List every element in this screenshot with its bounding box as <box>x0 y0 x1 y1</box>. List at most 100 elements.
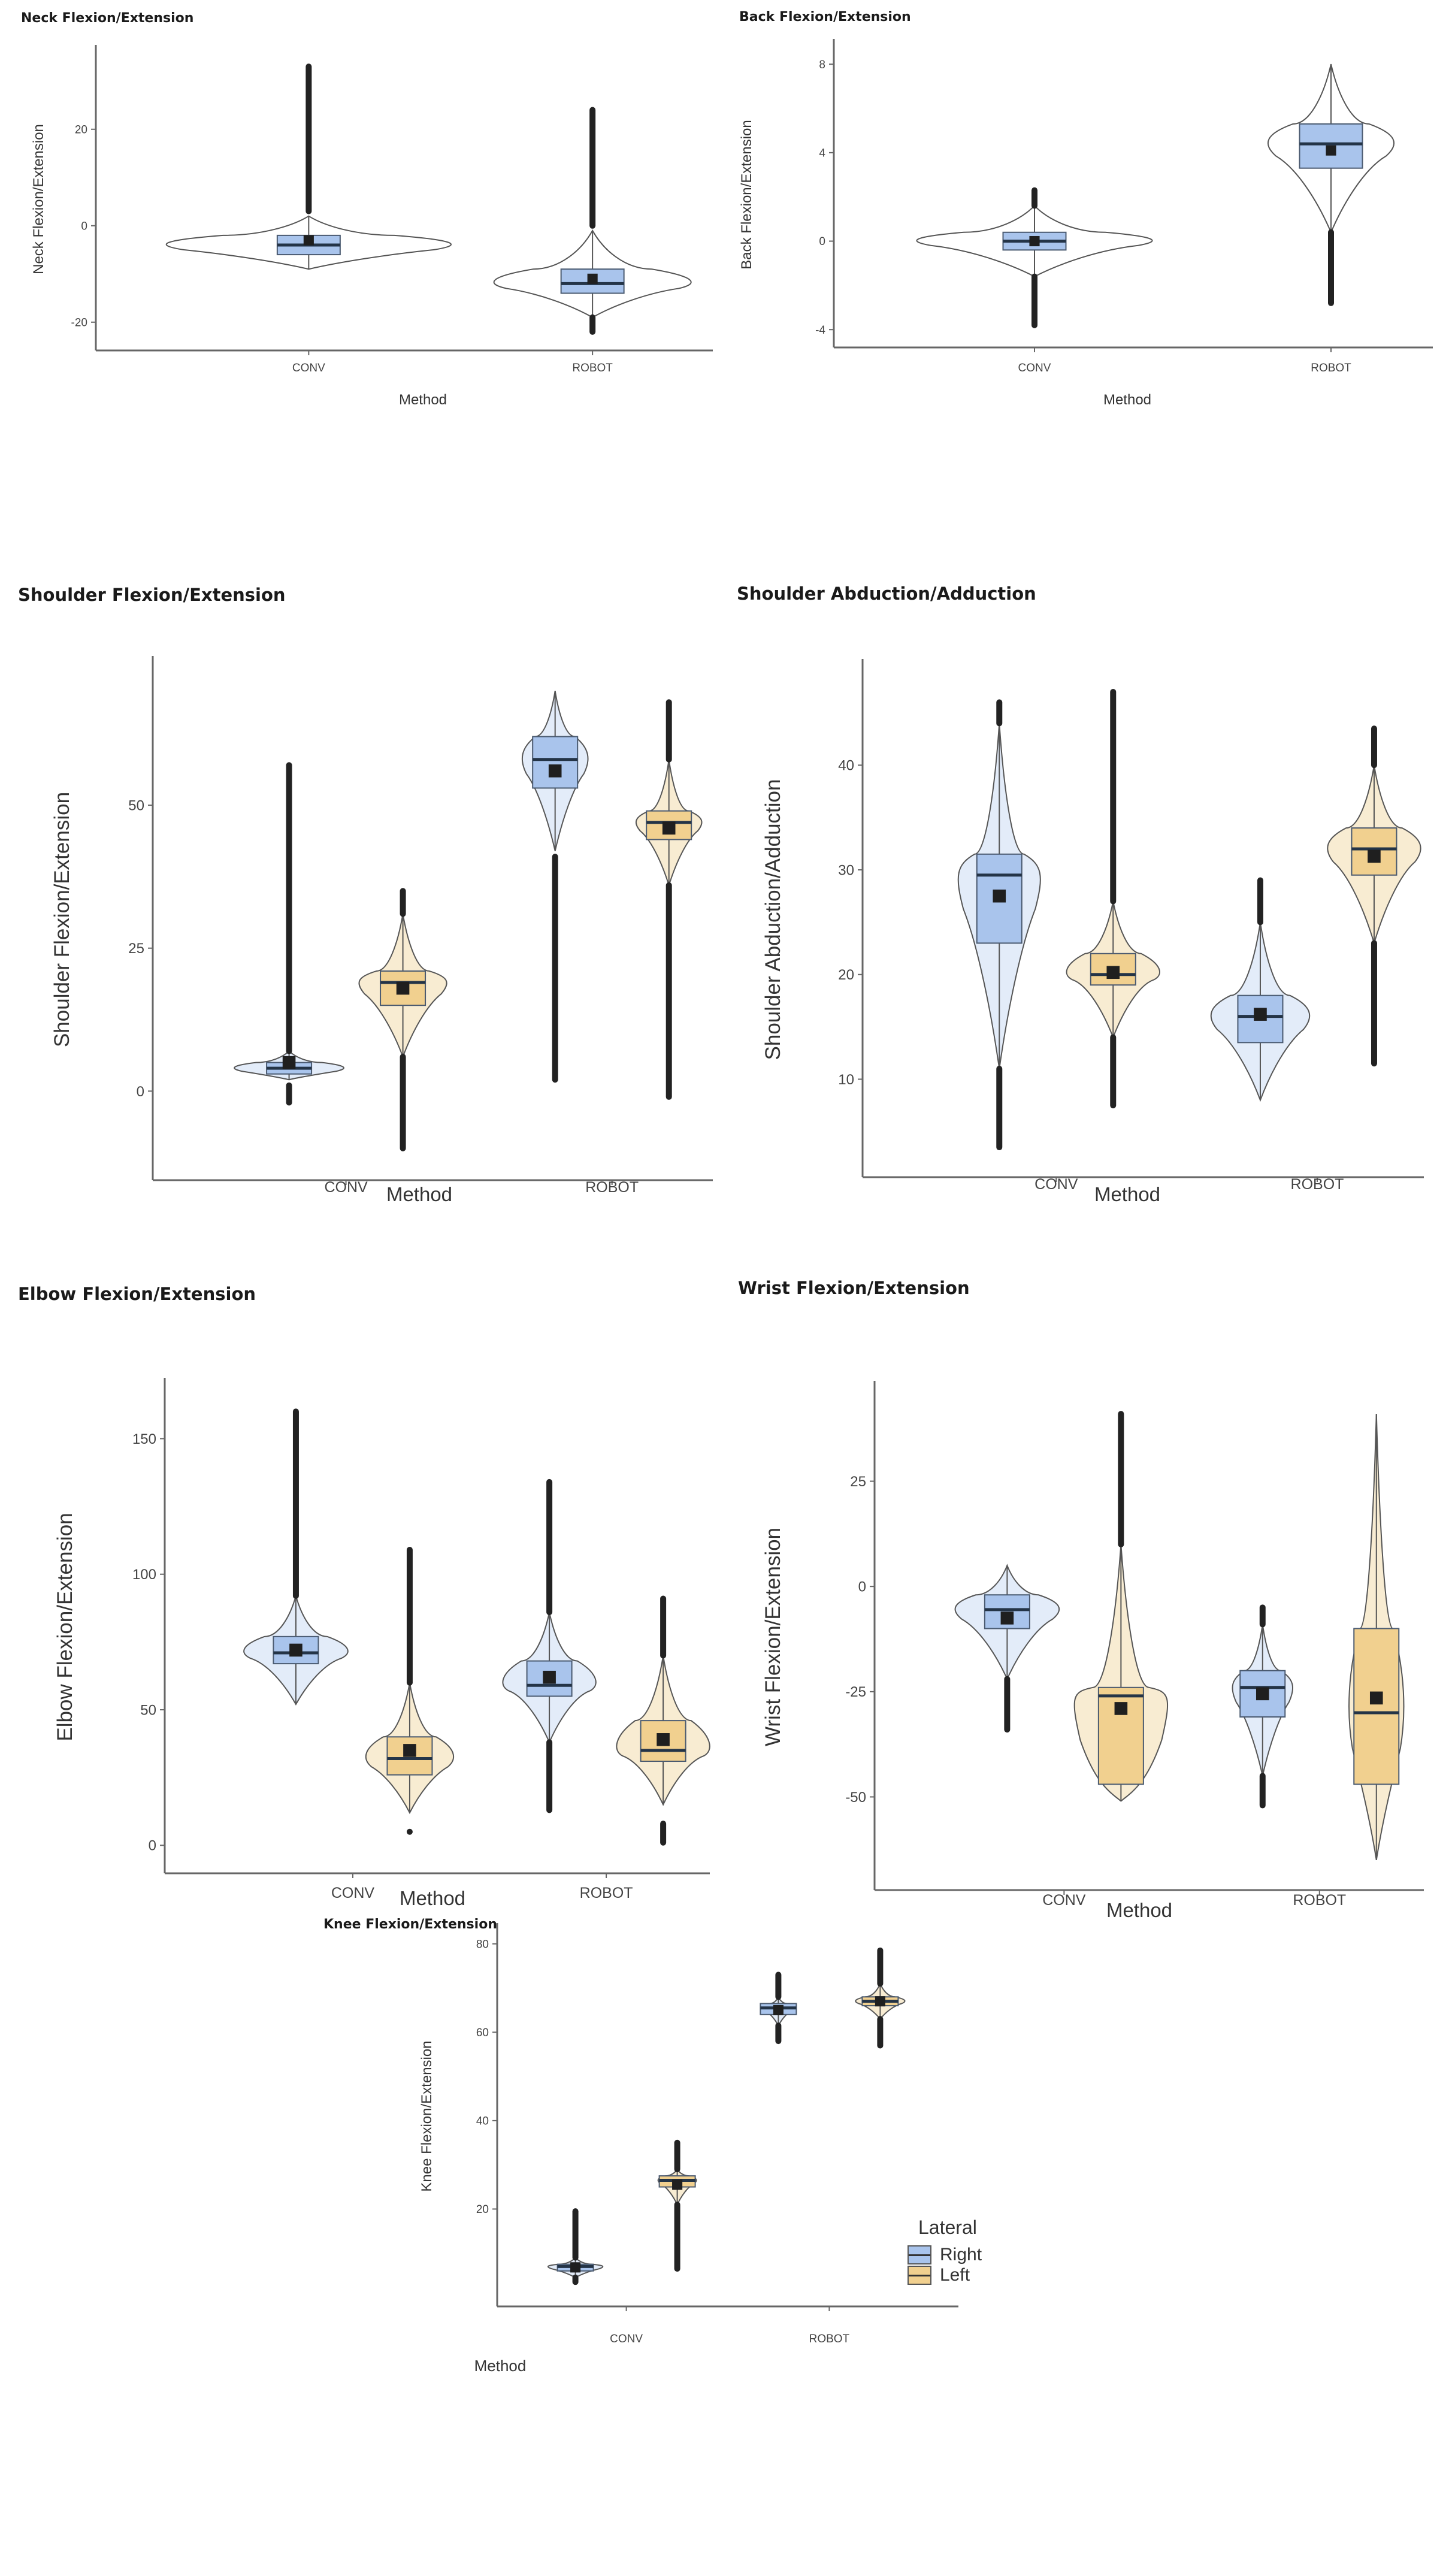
violin-left-conv <box>365 1547 454 1835</box>
y-tick-label: 60 <box>476 2027 489 2039</box>
x-axis-title: Method <box>400 1887 465 1909</box>
y-tick-label: 25 <box>850 1474 866 1490</box>
x-axis-title: Method <box>474 2357 527 2375</box>
violin-right-robot <box>1210 877 1311 1102</box>
mean-marker <box>1000 1611 1014 1625</box>
y-tick-label: 0 <box>81 220 87 232</box>
y-tick-label: 10 <box>838 1072 854 1088</box>
y-tick-label: -20 <box>71 316 87 329</box>
chart-neck: Neck Flexion/Extension -20 0 20 CONV ROBOT Met… <box>0 0 719 527</box>
y-tick-label: 25 <box>128 941 144 957</box>
legend-title: Lateral <box>918 2217 977 2238</box>
violin-left-conv <box>358 888 447 1151</box>
y-axis-title: Shoulder Flexion/Extension <box>50 792 74 1047</box>
violin-right-conv <box>243 1408 349 1706</box>
mean-marker <box>773 2004 784 2015</box>
mean-marker <box>1106 966 1120 979</box>
y-tick-label: 30 <box>838 862 854 878</box>
y-tick-label: 100 <box>132 1567 156 1583</box>
mean-marker <box>396 981 410 995</box>
x-tick-label: ROBOT <box>809 2333 850 2345</box>
x-axis-title: Method <box>1103 392 1151 408</box>
chart-knee: Knee Flexion/Extension 20 40 60 80 CONV ROBOT M… <box>240 1911 958 2576</box>
violin-right-robot <box>1267 64 1395 306</box>
mean-marker <box>548 764 562 778</box>
chart-title: Wrist Flexion/Extension <box>738 1278 970 1298</box>
violin-left-conv <box>1073 1411 1169 1802</box>
violin-right-robot <box>502 1479 597 1813</box>
violin-left-robot <box>1327 725 1421 1067</box>
mean-marker <box>570 2262 581 2273</box>
y-axis-title: Wrist Flexion/Extension <box>761 1528 785 1746</box>
y-tick-label: 4 <box>819 147 825 159</box>
box <box>532 736 579 789</box>
box <box>1239 1670 1286 1718</box>
violin-right-conv <box>954 1564 1060 1733</box>
y-tick-label: 20 <box>838 967 854 983</box>
x-tick-label: ROBOT <box>1291 1176 1344 1193</box>
y-tick-label: 0 <box>858 1579 866 1595</box>
chart-title: Shoulder Flexion/Extension <box>18 585 286 605</box>
mean-marker <box>1369 1691 1383 1705</box>
violin-right-conv <box>916 187 1153 328</box>
mean-marker <box>657 1733 670 1746</box>
violin-right-robot <box>760 1972 797 2045</box>
mean-marker <box>1326 145 1336 156</box>
box <box>1097 1686 1144 1785</box>
violin-left-conv <box>1066 688 1160 1109</box>
x-tick-label: CONV <box>1042 1892 1086 1909</box>
y-tick-label: 50 <box>140 1702 156 1718</box>
x-tick-label: ROBOT <box>1293 1892 1346 1909</box>
x-tick-label: CONV <box>1018 362 1051 374</box>
x-axis-title: Method <box>1094 1183 1160 1205</box>
y-tick-label: -50 <box>845 1789 866 1806</box>
x-tick-label: ROBOT <box>1311 362 1351 374</box>
y-tick-label: 0 <box>137 1084 144 1100</box>
legend-label: Right <box>940 2245 982 2264</box>
violin-right-robot <box>521 691 589 1083</box>
chart-title: Shoulder Abduction/Adduction <box>737 583 1036 604</box>
mean-marker <box>303 235 314 246</box>
chart-shoulder_flex: Shoulder Flexion/Extension 0 25 50 CONV ROBOT… <box>0 566 726 1225</box>
y-tick-label: -25 <box>845 1684 866 1700</box>
chart-title: Elbow Flexion/Extension <box>18 1284 256 1304</box>
y-tick-label: 20 <box>75 123 87 136</box>
x-tick-label: ROBOT <box>585 1179 639 1196</box>
y-axis-title: Knee Flexion/Extension <box>419 2040 435 2191</box>
mean-marker <box>587 273 598 284</box>
mean-marker <box>289 1643 302 1657</box>
y-tick-label: -4 <box>815 324 825 337</box>
x-axis-title: Method <box>386 1183 452 1205</box>
violin-right-conv <box>165 64 452 270</box>
y-tick-label: 50 <box>128 797 144 814</box>
legend-label: Left <box>940 2265 970 2285</box>
x-tick-label: CONV <box>1034 1176 1078 1193</box>
violin-right-conv <box>547 2208 604 2285</box>
mean-marker <box>1254 1008 1267 1021</box>
violin-right-conv <box>957 699 1041 1151</box>
box <box>1353 1628 1400 1785</box>
chart-wrist: Wrist Flexion/Extension -50 -25 0 25 CONV ROBO… <box>726 1258 1452 1921</box>
y-tick-label: 40 <box>838 758 854 774</box>
legend: Lateral Right Left <box>908 2217 982 2285</box>
x-tick-label: CONV <box>331 1885 375 1901</box>
legend-swatch-icon <box>908 2245 931 2264</box>
chart-back: Back Flexion/Extension -4 0 4 8 CONV ROBOT Meth… <box>726 0 1452 527</box>
mean-marker <box>993 889 1006 903</box>
legend-item-right: Right <box>908 2245 982 2265</box>
chart-title: Knee Flexion/Extension <box>323 1917 497 1932</box>
violin-right-robot <box>493 107 692 335</box>
x-tick-label: CONV <box>610 2333 643 2345</box>
y-tick-label: 80 <box>476 1938 489 1951</box>
violin-left-robot <box>616 1595 710 1846</box>
x-tick-label: ROBOT <box>580 1885 633 1901</box>
y-tick-label: 0 <box>819 235 825 248</box>
y-axis-title: Shoulder Abduction/Adduction <box>761 779 785 1060</box>
mean-marker <box>1029 235 1040 247</box>
mean-marker <box>875 1996 885 2007</box>
violin-right-conv <box>234 762 344 1106</box>
violin-left-robot <box>1348 1414 1405 1861</box>
y-tick-label: 0 <box>149 1838 156 1854</box>
mean-marker <box>403 1744 416 1757</box>
violin-left-robot <box>635 699 703 1100</box>
